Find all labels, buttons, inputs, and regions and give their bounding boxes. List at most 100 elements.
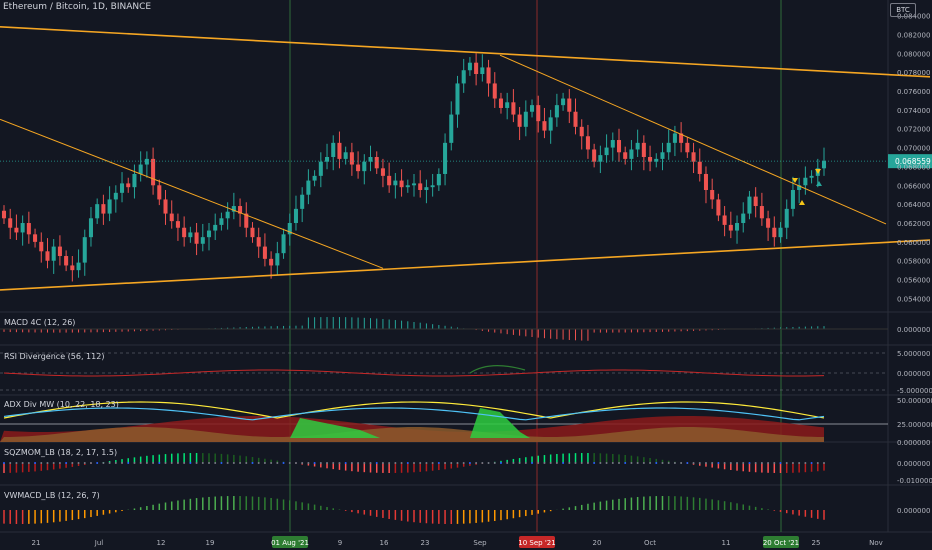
- squeeze-dot: [52, 462, 55, 464]
- squeeze-dot: [263, 462, 266, 464]
- squeeze-dot: [83, 462, 86, 464]
- squeeze-dot: [568, 462, 571, 464]
- candle-body: [45, 251, 50, 261]
- rsi-line: [3, 369, 825, 377]
- squeeze-dot: [680, 462, 683, 464]
- candle-body: [703, 173, 708, 191]
- candle-body: [672, 133, 677, 143]
- candle-body: [604, 147, 609, 156]
- price-tick-label: 0.068000: [897, 163, 930, 171]
- candle-body: [623, 152, 628, 159]
- squeeze-dot: [667, 462, 670, 464]
- candle-body: [256, 237, 261, 247]
- squeeze-dot: [350, 462, 353, 464]
- squeeze-dot: [145, 462, 148, 464]
- squeeze-dot: [798, 462, 801, 464]
- x-axis-label: 20 Oct '21: [763, 539, 799, 547]
- squeeze-dot: [729, 462, 732, 464]
- squeeze-dot: [332, 462, 335, 464]
- indicator-tick-label: 0.000000: [897, 326, 930, 334]
- squeeze-dot: [189, 462, 192, 464]
- price-tick-label: 0.054000: [897, 295, 930, 303]
- squeeze-dot: [468, 462, 471, 464]
- squeeze-dot: [381, 462, 384, 464]
- candle-body: [486, 67, 491, 84]
- squeeze-dot: [673, 462, 676, 464]
- price-tick-label: 0.060000: [897, 239, 930, 247]
- squeeze-dot: [301, 462, 304, 464]
- sell-signal-marker: [815, 169, 821, 174]
- trendline-falling-wedge: [0, 118, 384, 269]
- candle-body: [567, 98, 572, 112]
- squeeze-dot: [208, 462, 210, 464]
- candle-body: [244, 213, 249, 228]
- squeeze-dot: [158, 462, 161, 464]
- squeeze-dot: [77, 462, 80, 464]
- squeeze-dot: [444, 462, 447, 464]
- x-axis-label: 16: [380, 539, 389, 547]
- squeeze-dot: [89, 462, 92, 464]
- candle-body: [548, 117, 553, 131]
- x-axis-label: 25: [812, 539, 821, 547]
- trendline-lower-channel: [0, 239, 931, 291]
- candle-body: [70, 265, 75, 271]
- squeeze-dot: [65, 462, 68, 464]
- squeeze-dot: [599, 462, 602, 464]
- squeeze-dot: [624, 462, 627, 464]
- squeeze-dot: [319, 462, 322, 464]
- squeeze-dot: [450, 462, 453, 464]
- squeeze-dot: [270, 462, 273, 464]
- squeeze-dot: [40, 462, 43, 464]
- candle-body: [430, 185, 435, 188]
- price-tick-label: 0.064000: [897, 201, 930, 209]
- squeeze-dot: [717, 462, 720, 464]
- squeeze-dot: [462, 462, 465, 464]
- squeeze-dot: [618, 462, 620, 464]
- squeeze-dot: [481, 462, 484, 464]
- squeeze-dot: [257, 462, 260, 464]
- squeeze-dot: [338, 462, 341, 464]
- candle-body: [325, 157, 330, 162]
- x-axis-label: 11: [722, 539, 731, 547]
- squeeze-dot: [425, 462, 428, 464]
- x-axis-label: Jul: [94, 539, 104, 547]
- candle-body: [219, 218, 224, 225]
- candle-body: [275, 253, 280, 266]
- macd-label: MACD 4C (12, 26): [4, 318, 76, 327]
- squeeze-dot: [605, 462, 608, 464]
- candle-body: [747, 196, 752, 214]
- candle-body: [610, 140, 615, 148]
- candle-body: [511, 102, 516, 115]
- candle-body: [368, 157, 373, 162]
- candle-body: [517, 114, 522, 127]
- candle-body: [641, 142, 646, 157]
- candle-body: [151, 158, 156, 186]
- squeeze-dot: [493, 462, 496, 464]
- squeeze-dot: [711, 462, 714, 464]
- squeeze-dot: [537, 462, 540, 464]
- candle-body: [461, 70, 466, 84]
- price-tick-label: 0.070000: [897, 145, 930, 153]
- squeeze-dot: [611, 462, 614, 464]
- candle-body: [138, 164, 143, 174]
- squeeze-dot: [767, 462, 770, 464]
- candle-body: [225, 211, 230, 219]
- squeeze-dot: [21, 462, 24, 464]
- squeeze-dot: [723, 462, 726, 464]
- candle-body: [654, 158, 659, 162]
- candle-body: [343, 152, 348, 159]
- squeeze-dot: [419, 462, 422, 464]
- squeeze-dot: [71, 462, 74, 464]
- candle-body: [666, 142, 671, 153]
- currency-button[interactable]: BTC: [890, 3, 916, 17]
- candle-body: [592, 149, 597, 162]
- squeeze-dot: [164, 462, 167, 464]
- candle-body: [213, 224, 218, 231]
- squeeze-dot: [456, 462, 459, 464]
- squeeze-dot: [313, 462, 316, 464]
- price-tick-label: 0.066000: [897, 182, 930, 190]
- x-axis-label: 9: [338, 539, 342, 547]
- candle-body: [14, 227, 19, 233]
- squeeze-dot: [823, 462, 825, 464]
